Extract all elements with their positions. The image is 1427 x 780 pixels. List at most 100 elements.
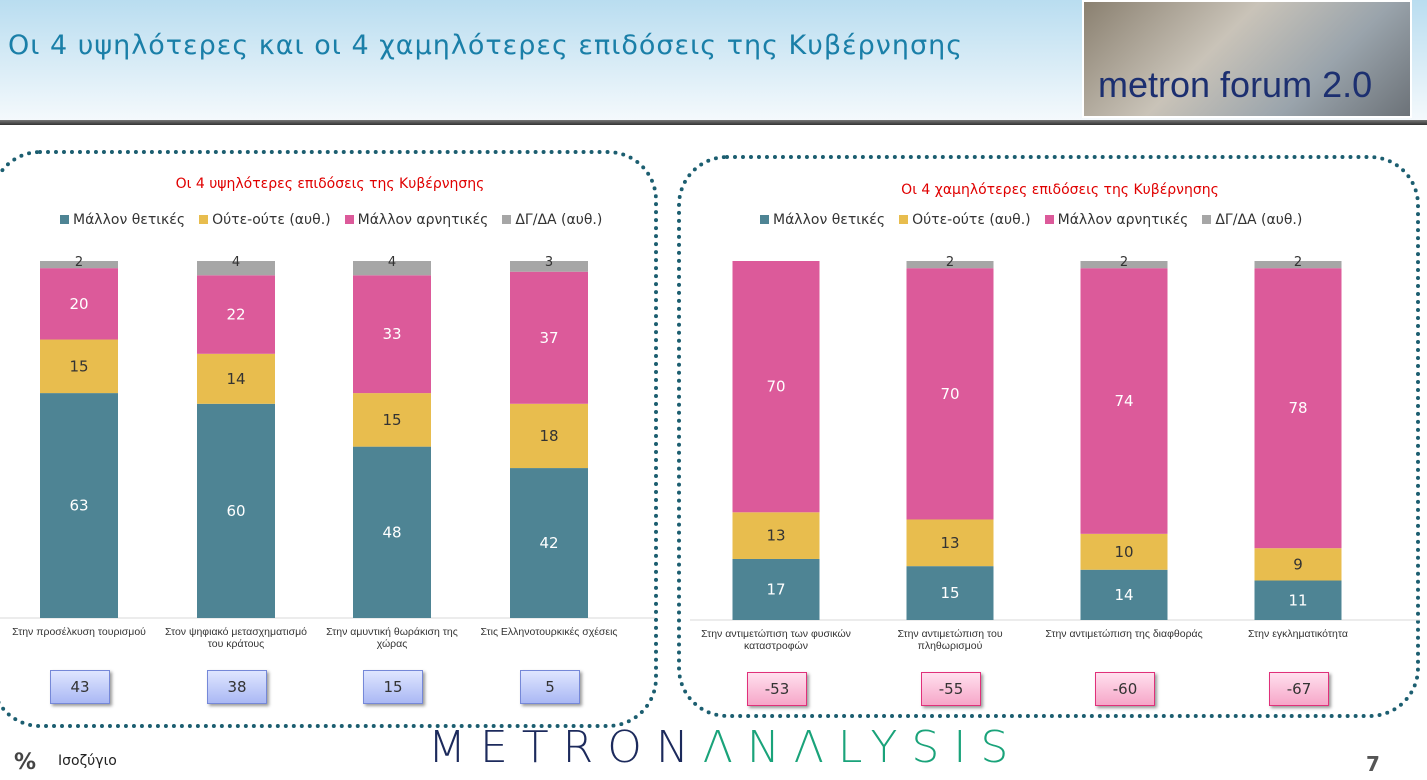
bar-segment bbox=[1254, 268, 1342, 549]
data-label: 14 bbox=[1114, 586, 1133, 604]
balance-badge: 15 bbox=[363, 670, 423, 704]
legend-item: Μάλλον αρνητικές bbox=[344, 212, 488, 228]
category-label: Στον ψηφιακό μετασχηματισμό του κράτους bbox=[164, 626, 307, 650]
bar-segment bbox=[1254, 261, 1342, 269]
bar-segment bbox=[906, 566, 994, 620]
right-panel bbox=[677, 155, 1420, 718]
data-label: 20 bbox=[69, 295, 88, 313]
data-label: 4 bbox=[388, 255, 396, 270]
bar-segment bbox=[732, 512, 820, 559]
balance-badge: 5 bbox=[520, 670, 580, 704]
data-label: 70 bbox=[766, 378, 785, 396]
bar-segment bbox=[40, 393, 118, 618]
left-panel bbox=[0, 150, 658, 728]
legend: Μάλλον θετικές Ούτε-ούτε (αυθ.) Μάλλον αρν… bbox=[760, 212, 1302, 228]
legend-item: Μάλλον θετικές bbox=[760, 212, 885, 228]
data-label: 2 bbox=[1294, 255, 1302, 270]
data-label: 2 bbox=[75, 255, 83, 270]
data-label: 33 bbox=[382, 325, 401, 343]
header-divider bbox=[0, 120, 1427, 125]
legend-item: Ούτε-ούτε (αυθ.) bbox=[899, 212, 1031, 228]
data-label: 74 bbox=[1114, 392, 1133, 410]
legend-item: ΔΓ/ΔΑ (αυθ.) bbox=[1202, 212, 1302, 228]
bar-segment bbox=[353, 446, 431, 618]
data-label: 42 bbox=[539, 534, 558, 552]
bar-segment bbox=[510, 403, 588, 469]
logo-text: metron forum 2.0 bbox=[1098, 64, 1373, 105]
category-label: Στις Ελληνοτουρκικές σχέσεις bbox=[480, 626, 618, 638]
data-label: 10 bbox=[1114, 543, 1133, 561]
page-title: Οι 4 υψηλότερες και οι 4 χαμηλότερες επι… bbox=[8, 30, 964, 61]
category-label: Στην αντιμετώπιση του πληθωρισμού bbox=[897, 628, 1003, 652]
data-label: 18 bbox=[539, 427, 558, 445]
bar-segment bbox=[353, 261, 431, 276]
data-label: 2 bbox=[946, 255, 954, 270]
data-label: 17 bbox=[766, 580, 785, 598]
balance-badge: -53 bbox=[747, 672, 807, 706]
bar-segment bbox=[353, 393, 431, 447]
data-label: 13 bbox=[940, 534, 959, 552]
balance-badge: -60 bbox=[1095, 672, 1155, 706]
bar-segment bbox=[197, 403, 275, 618]
data-label: 63 bbox=[69, 497, 88, 515]
data-label: 15 bbox=[940, 584, 959, 602]
page-number: 7 bbox=[1366, 752, 1380, 776]
category-label: Στην εγκληματικότητα bbox=[1248, 628, 1348, 640]
legend-item: Μάλλον αρνητικές bbox=[1044, 212, 1188, 228]
data-label: 15 bbox=[69, 357, 88, 375]
data-label: 48 bbox=[382, 523, 401, 541]
bar-segment bbox=[732, 558, 820, 620]
category-label: Στην προσέλκυση τουρισμού bbox=[12, 626, 146, 638]
bar-segment bbox=[906, 519, 994, 567]
bar-segment bbox=[732, 261, 820, 513]
percent-icon: % bbox=[14, 750, 37, 775]
data-label: 37 bbox=[539, 329, 558, 347]
bar-segment bbox=[197, 353, 275, 404]
bar-segment bbox=[1080, 261, 1168, 269]
bar-segment bbox=[906, 268, 994, 520]
bar-segment bbox=[1080, 533, 1168, 570]
category-label: Στην αντιμετώπιση της διαφθοράς bbox=[1045, 628, 1203, 640]
data-label: 15 bbox=[382, 411, 401, 429]
bar-segment bbox=[40, 261, 118, 269]
data-label: 70 bbox=[940, 385, 959, 403]
legend: Μάλλον θετικές Ούτε-ούτε (αυθ.) Μάλλον αρν… bbox=[60, 212, 602, 228]
bar-segment bbox=[906, 261, 994, 269]
bar-segment bbox=[510, 261, 588, 272]
data-label: 22 bbox=[226, 306, 245, 324]
bar-segment bbox=[1080, 569, 1168, 620]
bar-segment bbox=[40, 268, 118, 340]
bar-segment bbox=[510, 468, 588, 618]
data-label: 14 bbox=[226, 370, 245, 388]
data-label: 11 bbox=[1288, 591, 1307, 609]
data-label: 4 bbox=[232, 255, 240, 270]
bar-segment bbox=[1254, 548, 1342, 581]
balance-badge: 38 bbox=[207, 670, 267, 704]
bar-segment bbox=[353, 275, 431, 394]
legend-item: ΔΓ/ΔΑ (αυθ.) bbox=[502, 212, 602, 228]
category-label: Στην αμυντική θωράκιση της χώρας bbox=[326, 626, 458, 650]
bar-segment bbox=[1254, 580, 1342, 620]
chart-title: Οι 4 υψηλότερες επιδόσεις της Κυβέρνησης bbox=[175, 176, 485, 192]
bar-segment bbox=[40, 339, 118, 394]
bar-segment bbox=[197, 261, 275, 276]
balance-label: Ισοζύγιο bbox=[58, 753, 117, 769]
metron-forum-logo: metron forum 2.0 bbox=[1082, 0, 1412, 118]
bar-segment bbox=[510, 271, 588, 404]
data-label: 3 bbox=[545, 255, 553, 270]
metron-analysis-logo: METRONΛNΛLYSIS bbox=[428, 722, 1023, 773]
bar-segment bbox=[197, 275, 275, 354]
balance-badge: -55 bbox=[921, 672, 981, 706]
data-label: 13 bbox=[766, 527, 785, 545]
legend-item: Ούτε-ούτε (αυθ.) bbox=[199, 212, 331, 228]
data-label: 9 bbox=[1293, 555, 1303, 573]
bar-segment bbox=[1080, 268, 1168, 534]
balance-badge: -67 bbox=[1269, 672, 1329, 706]
balance-badge: 43 bbox=[50, 670, 110, 704]
category-label: Στην αντιμετώπιση των φυσικών καταστροφώ… bbox=[701, 628, 851, 652]
chart-title: Οι 4 χαμηλότερες επιδόσεις της Κυβέρνηση… bbox=[901, 182, 1219, 198]
legend-item: Μάλλον θετικές bbox=[60, 212, 185, 228]
data-label: 60 bbox=[226, 502, 245, 520]
data-label: 78 bbox=[1288, 399, 1307, 417]
